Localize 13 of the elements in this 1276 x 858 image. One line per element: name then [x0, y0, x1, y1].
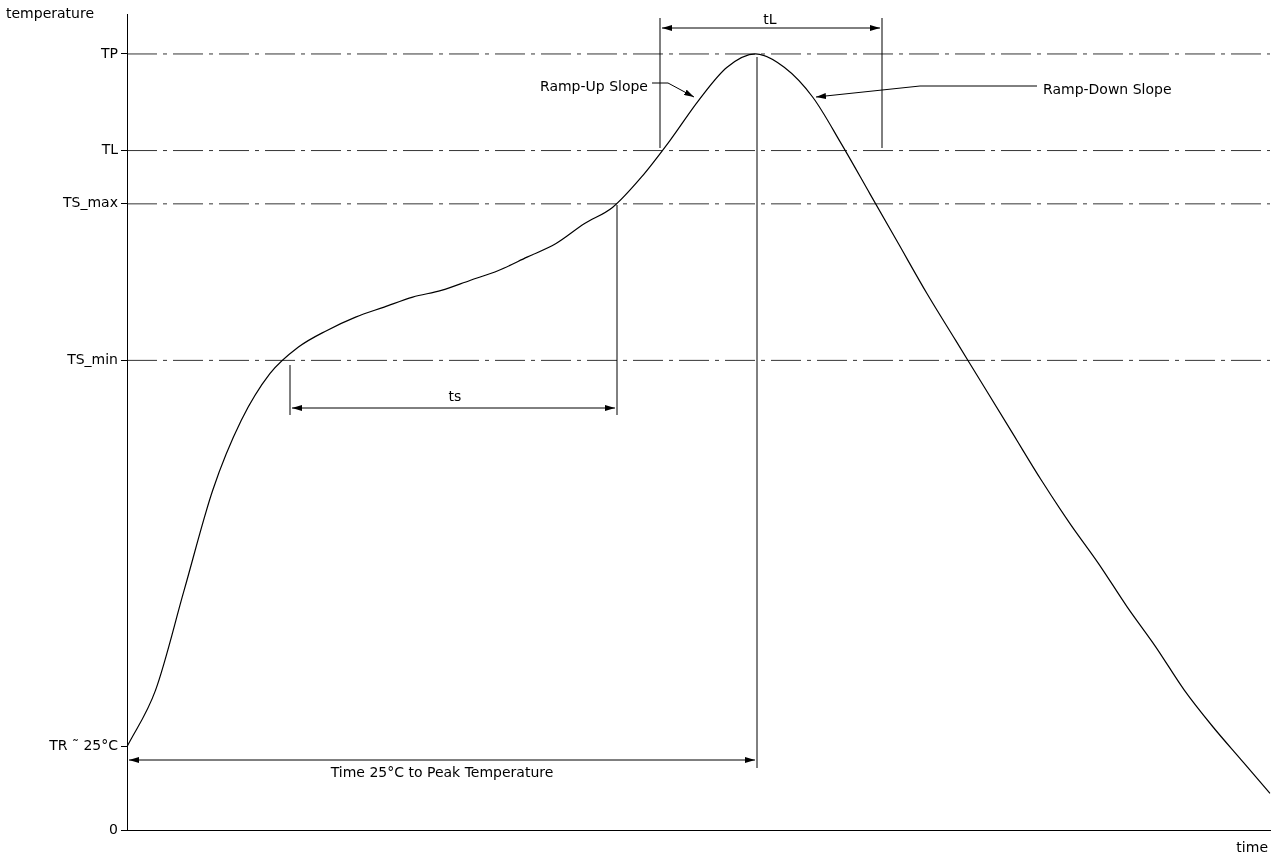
y-tick-label: 0	[109, 820, 118, 837]
x-axis-title: time	[1236, 838, 1268, 855]
y-tick-label: TS_max	[62, 194, 118, 211]
y-tick-label: TL	[100, 141, 119, 158]
y-tick-label: TR ˜ 25°C	[48, 737, 119, 754]
annotation: ts	[448, 387, 462, 404]
y-axis-title: temperature	[6, 4, 94, 21]
annotation: Time 25°C to Peak Temperature	[329, 763, 554, 780]
y-tick-label: TP	[100, 44, 118, 61]
y-tick-label: TS_min	[66, 351, 118, 368]
annotation: Ramp-Up Slope	[539, 77, 648, 94]
annotation: Ramp-Down Slope	[1043, 80, 1172, 97]
annotation: tL	[763, 10, 777, 27]
